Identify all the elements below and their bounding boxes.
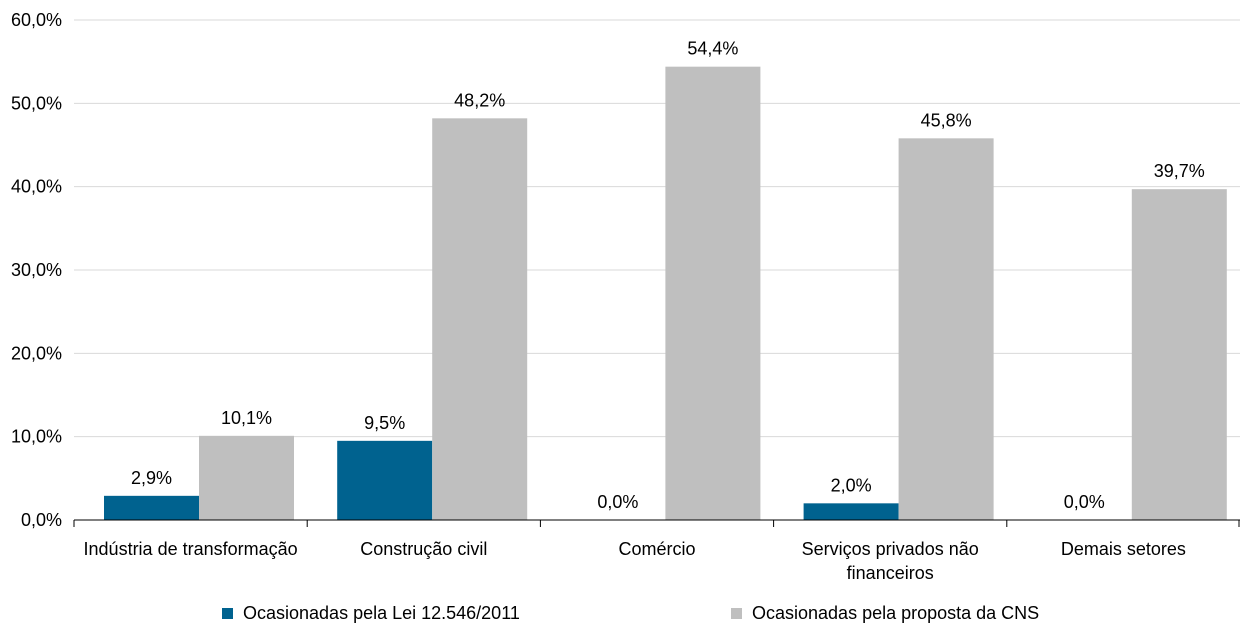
data-label: 45,8% — [921, 110, 972, 130]
x-category-label: Serviços privados não financeiros — [802, 539, 979, 583]
x-axis — [73, 519, 1240, 527]
bar-cns — [199, 435, 294, 520]
bar-cns — [1131, 189, 1227, 520]
y-tick-label: 0,0% — [21, 510, 62, 530]
data-labels: 2,9% 10,1% 9,5% 48,2% 0,0% 54,4% 2,0% 45,8% 0,0%… — [131, 39, 1205, 512]
data-label: 9,5% — [364, 413, 405, 433]
bar-cns — [898, 138, 994, 521]
bar-lei — [337, 440, 433, 520]
y-tick-label: 40,0% — [11, 177, 62, 197]
bars — [104, 66, 1227, 521]
x-category-label: Indústria de transformação — [84, 539, 298, 559]
x-category-label: Comércio — [618, 539, 695, 559]
y-tick-label: 10,0% — [11, 427, 62, 447]
legend-swatch — [731, 608, 742, 619]
legend-label: Ocasionadas pela proposta da CNS — [752, 603, 1039, 623]
bar-cns — [665, 66, 761, 521]
legend-swatch — [222, 608, 233, 619]
data-label: 2,0% — [831, 475, 872, 495]
y-axis-ticks: 0,0% 10,0% 20,0% 30,0% 40,0% 50,0% 60,0% — [11, 10, 62, 530]
bar-lei — [104, 495, 199, 520]
category-labels: Indústria de transformação Construção civ… — [84, 539, 1186, 583]
y-tick-label: 30,0% — [11, 260, 62, 280]
data-label: 2,9% — [131, 468, 172, 488]
data-label: 48,2% — [454, 90, 505, 110]
legend: Ocasionadas pela Lei 12.546/2011 Ocasiona… — [222, 603, 1039, 623]
y-tick-label: 50,0% — [11, 93, 62, 113]
data-label: 54,4% — [687, 39, 738, 59]
gridlines — [74, 19, 1240, 438]
data-label: 0,0% — [1064, 492, 1105, 512]
legend-label: Ocasionadas pela Lei 12.546/2011 — [243, 603, 520, 623]
y-tick-label: 20,0% — [11, 343, 62, 363]
bar-cns — [432, 118, 528, 520]
y-tick-label: 60,0% — [11, 10, 62, 30]
bar-lei — [803, 503, 899, 520]
x-category-label: Construção civil — [360, 539, 487, 559]
x-category-label: Demais setores — [1061, 539, 1186, 559]
data-label: 0,0% — [597, 492, 638, 512]
data-label: 10,1% — [221, 408, 272, 428]
data-label: 39,7% — [1154, 161, 1205, 181]
